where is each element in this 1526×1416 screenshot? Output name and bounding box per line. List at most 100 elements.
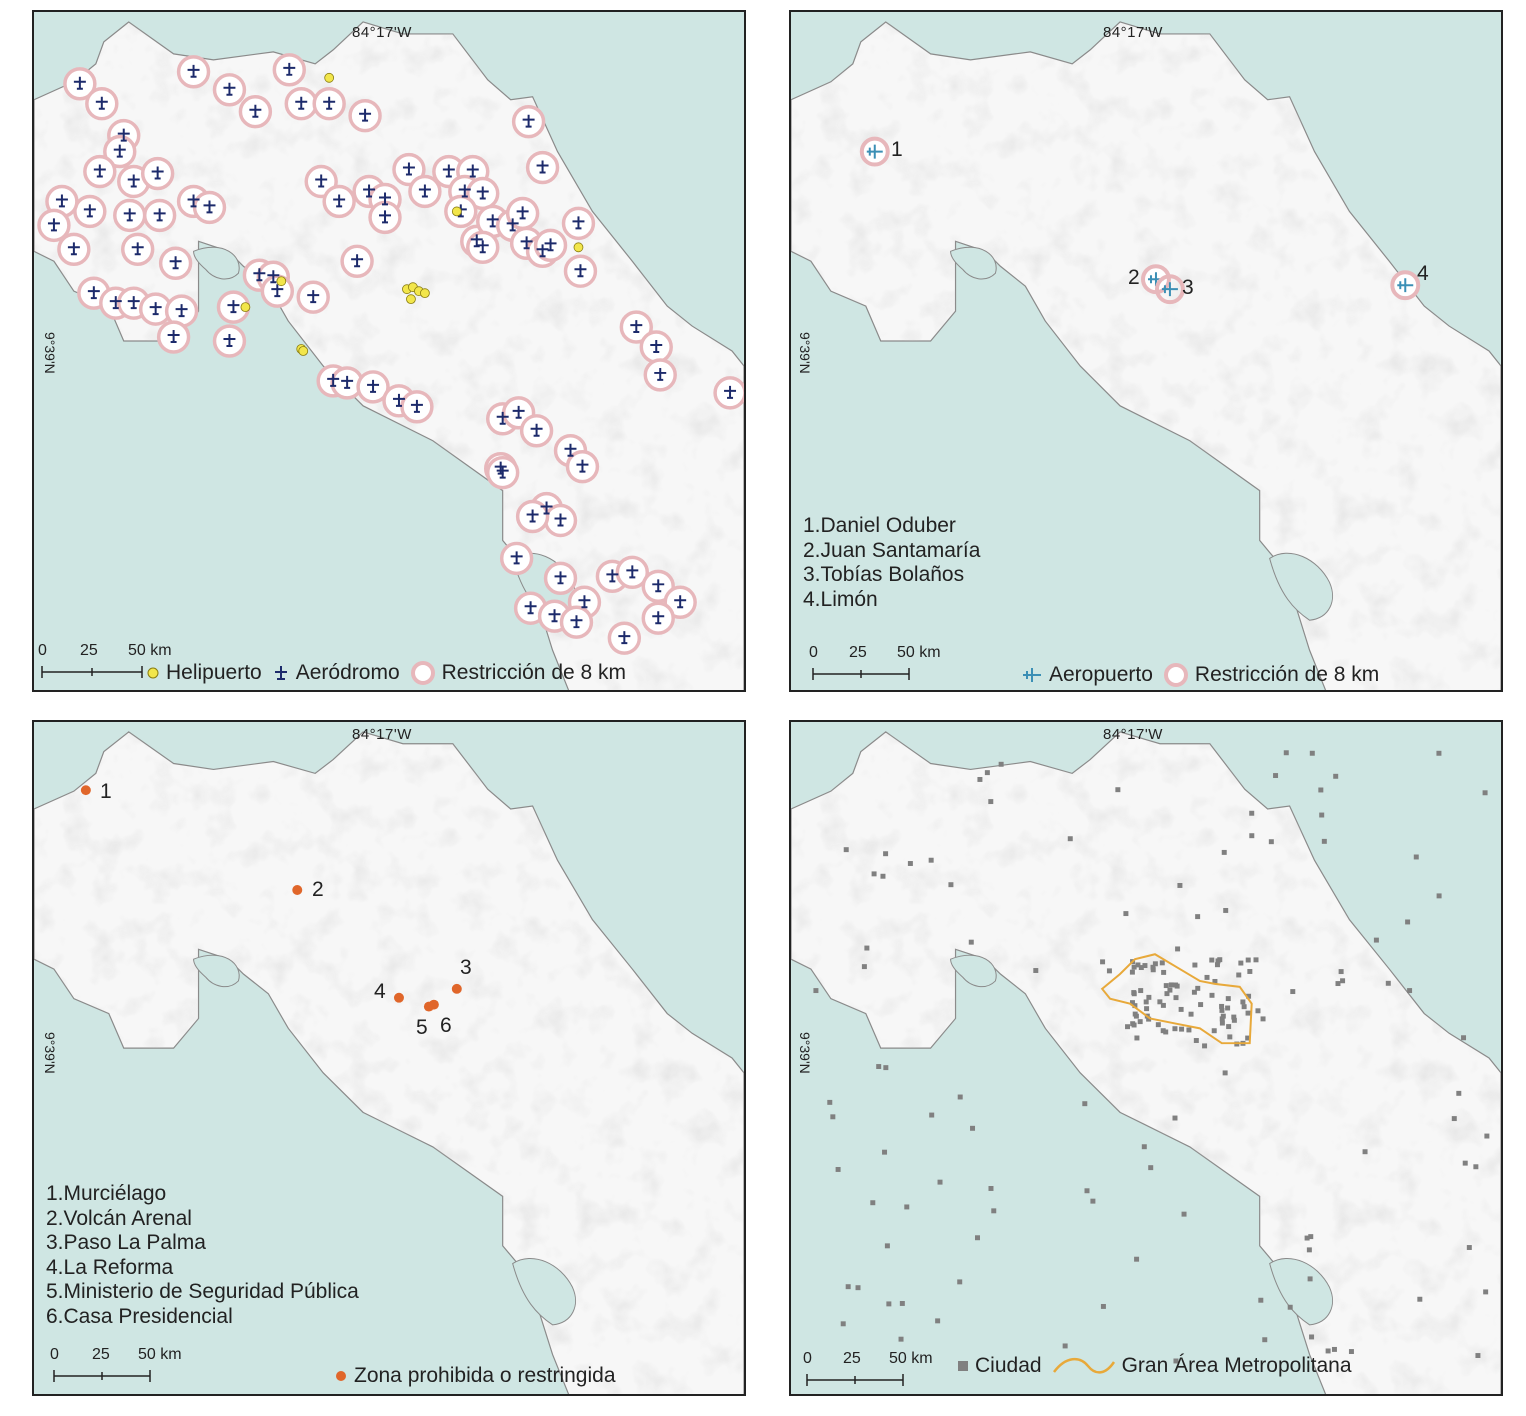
ciudad-marker [1134,1035,1140,1041]
aerodromo-marker [203,200,216,214]
aerodromo-marker [123,208,136,222]
ciudad-marker [1177,883,1183,888]
ciudad-marker [1212,978,1218,984]
ciudad-marker [1436,750,1442,756]
scale-bar-line [53,1370,151,1382]
ciudad-marker [1142,963,1148,969]
helipuerto-marker [298,346,309,356]
ciudad-marker [1209,992,1215,998]
scale-label-50: 50 km [889,1350,933,1367]
ciudad-marker [1466,1245,1472,1250]
legend-item-ciudad: Ciudad [957,1354,1042,1378]
ciudad-marker [843,847,849,853]
legend-item-restriccion: Restricción de 8 km [1163,662,1379,688]
ciudad-marker [1123,911,1129,917]
aeropuerto-icon [1023,668,1041,682]
ciudad-marker [883,851,889,857]
airport-list: 1.Daniel Oduber 2.Juan Santamaría 3.Tobí… [803,514,980,612]
ciudad-marker [1193,1038,1199,1043]
ciudad-marker [1283,750,1289,756]
ciudad-marker [1186,1027,1192,1033]
zona-marker-1 [80,785,91,796]
ciudad-marker [1220,1013,1226,1019]
ciudad-marker [1405,919,1411,925]
ciudad-marker [1209,957,1215,963]
ciudad-marker [1483,1289,1489,1295]
ciudad-marker [1417,1296,1423,1302]
aerodromo-marker [359,108,372,122]
ciudad-marker [1308,1234,1314,1240]
ciudad-marker [1223,907,1229,913]
ciudad-marker [1160,1002,1166,1008]
ciudad-marker [1192,962,1198,968]
aerodromo-markers [37,53,744,655]
ciudad-marker [1407,988,1413,994]
map-panel-aerodromos: 84°17'W 9°39'N 0 25 50 km Helipuerto Aer… [32,10,746,692]
aerodromo-marker [93,164,106,178]
ciudad-marker [1262,1337,1268,1343]
ciudad-marker [1255,1008,1261,1014]
ciudad-marker [1413,854,1419,860]
ciudad-marker [1214,962,1220,968]
legend-item-aeropuerto: Aeropuerto [1021,663,1153,687]
ciudad-marker [1462,1160,1468,1166]
legend-item-helipuerto: Helipuerto [146,661,262,685]
ciudad-marker [899,1301,905,1306]
gam-line-icon [1052,1358,1115,1374]
aerodromo-marker [187,64,200,78]
aerodromo-marker [526,509,539,523]
ciudad-marker [1084,1188,1090,1194]
ciudad-marker [1148,1165,1154,1171]
ciudad-marker [840,1321,846,1327]
aerodromo-marker [576,459,589,473]
ciudad-marker [935,1318,941,1324]
zona-dot-icon [336,1371,346,1381]
list-item: 3.Tobías Bolaños [803,563,965,586]
scale-bar-line [41,666,143,678]
ciudad-marker [1451,1116,1457,1122]
aerodromo-marker [618,631,631,645]
aerodromo-marker [476,186,489,200]
aerodromo-marker [476,240,489,254]
ciudad-marker [870,1200,876,1206]
aerodromo-marker [127,296,140,310]
zona-marker-2 [292,885,303,895]
ciudad-marker [1241,1004,1247,1010]
latitude-label: 9°39'N [797,1032,813,1074]
aerodromo-marker [83,204,96,218]
ciudad-marker [864,945,870,951]
aerodromo-marker [548,609,561,623]
scale-bar-line [812,668,910,680]
zona-list: 1.Murciélago 2.Volcán Arenal 3.Paso La P… [46,1182,359,1329]
ciudad-marker [884,1243,890,1249]
ciudad-marker [1219,1020,1225,1026]
aerodromo-marker [530,423,543,437]
zona-marker-6 [428,999,439,1010]
ciudad-marker [1348,1349,1354,1355]
aerodromo-marker [392,393,405,407]
aerodromo-marker [351,254,364,268]
aerodromo-marker [540,501,553,515]
ciudad-marker [1138,965,1144,971]
aerodromo-marker [131,242,144,256]
ciudad-marker [968,939,974,945]
ciudad-marker [1231,1017,1237,1023]
ciudad-marker [970,1125,976,1131]
ciudad-marker [1172,1115,1178,1121]
ciudad-marker [1115,787,1121,793]
aerodromo-marker [227,300,240,314]
ciudad-marker [1144,1006,1150,1012]
ciudad-marker [1338,969,1344,975]
ciudad-marker [1100,1303,1106,1309]
scale-bar-line [806,1374,904,1386]
marker-number-5: 5 [416,1016,428,1039]
aerodromo-icon [274,666,287,680]
ciudad-marker [1246,993,1252,999]
ciudad-marker [991,1208,997,1214]
legend-label-aerodromo: Aeródromo [295,661,400,684]
scale-label-0: 0 [803,1350,812,1367]
ciudad-marker [1167,987,1173,993]
aerodromo-marker [223,334,236,348]
aerodromo-marker [127,174,140,188]
list-item: 6.Casa Presidencial [46,1304,233,1328]
